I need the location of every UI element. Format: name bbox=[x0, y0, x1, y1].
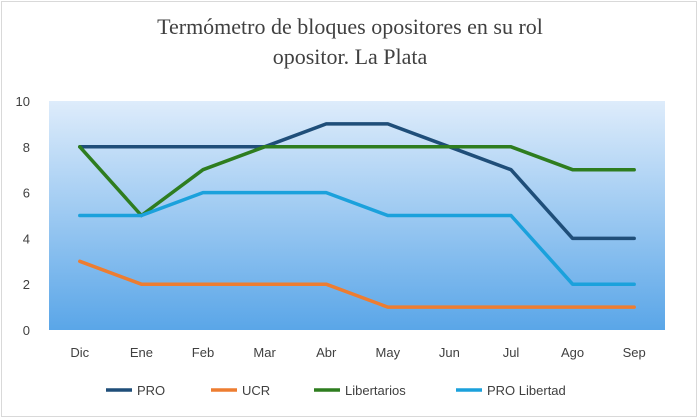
legend-label-ucr: UCR bbox=[242, 383, 270, 398]
y-tick-label: 8 bbox=[23, 140, 30, 155]
legend-label-pro-libertad: PRO Libertad bbox=[487, 383, 566, 398]
x-tick-label: Ene bbox=[130, 345, 153, 360]
y-tick-label: 0 bbox=[23, 323, 30, 338]
x-tick-label: Abr bbox=[316, 345, 337, 360]
y-tick-label: 4 bbox=[23, 231, 30, 246]
chart-title-line-1: Termómetro de bloques opositores en su r… bbox=[157, 14, 543, 39]
series-line-ucr bbox=[78, 259, 636, 309]
chart-title-line-2: opositor. La Plata bbox=[272, 44, 428, 69]
y-tick-label: 10 bbox=[16, 94, 30, 109]
legend-label-libertarios: Libertarios bbox=[345, 383, 406, 398]
plot-area bbox=[49, 101, 665, 330]
x-tick-label: Sep bbox=[623, 345, 646, 360]
chart-title: Termómetro de bloques opositores en su r… bbox=[0, 12, 700, 72]
series-line-pro bbox=[78, 122, 636, 241]
x-tick-label: Ago bbox=[561, 345, 584, 360]
series-line-pro-libertad bbox=[78, 190, 636, 286]
x-tick-label: Feb bbox=[192, 345, 214, 360]
y-tick-label: 6 bbox=[23, 186, 30, 201]
x-tick-label: Jul bbox=[503, 345, 520, 360]
y-tick-label: 2 bbox=[23, 277, 30, 292]
x-tick-label: Jun bbox=[439, 345, 460, 360]
x-tick-label: May bbox=[376, 345, 401, 360]
series-line-libertarios bbox=[78, 145, 636, 218]
x-tick-label: Dic bbox=[70, 345, 89, 360]
x-tick-label: Mar bbox=[253, 345, 276, 360]
legend-label-pro: PRO bbox=[137, 383, 165, 398]
